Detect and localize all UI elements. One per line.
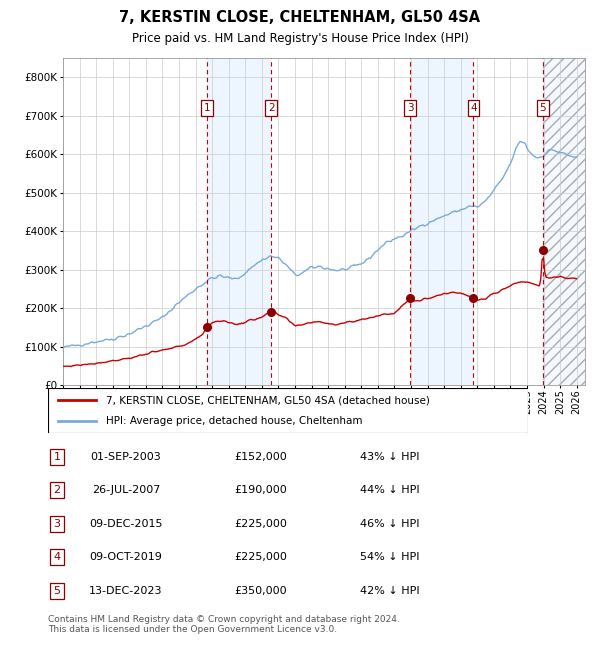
Text: 4: 4 (470, 103, 477, 113)
Text: 2: 2 (53, 486, 61, 495)
Text: £190,000: £190,000 (235, 486, 287, 495)
Text: 46% ↓ HPI: 46% ↓ HPI (360, 519, 419, 528)
Text: 7, KERSTIN CLOSE, CHELTENHAM, GL50 4SA (detached house): 7, KERSTIN CLOSE, CHELTENHAM, GL50 4SA (… (106, 395, 430, 405)
Text: 5: 5 (53, 586, 61, 596)
Text: 09-OCT-2019: 09-OCT-2019 (89, 552, 163, 562)
Text: 5: 5 (539, 103, 546, 113)
Text: 13-DEC-2023: 13-DEC-2023 (89, 586, 163, 596)
Text: 26-JUL-2007: 26-JUL-2007 (92, 486, 160, 495)
Bar (410, 58, 473, 385)
Text: Price paid vs. HM Land Registry's House Price Index (HPI): Price paid vs. HM Land Registry's House … (131, 32, 469, 45)
Text: 44% ↓ HPI: 44% ↓ HPI (360, 486, 419, 495)
Text: 43% ↓ HPI: 43% ↓ HPI (360, 452, 419, 461)
Text: Contains HM Land Registry data © Crown copyright and database right 2024.
This d: Contains HM Land Registry data © Crown c… (48, 615, 400, 634)
Text: HPI: Average price, detached house, Cheltenham: HPI: Average price, detached house, Chel… (106, 416, 362, 426)
Text: £225,000: £225,000 (235, 552, 287, 562)
Text: £225,000: £225,000 (235, 519, 287, 528)
Text: 01-SEP-2003: 01-SEP-2003 (91, 452, 161, 461)
Text: 3: 3 (53, 519, 61, 528)
Bar (543, 58, 585, 385)
Text: 4: 4 (53, 552, 61, 562)
Text: 42% ↓ HPI: 42% ↓ HPI (360, 586, 419, 596)
Text: 1: 1 (203, 103, 210, 113)
Bar (206, 58, 271, 385)
Text: 2: 2 (268, 103, 275, 113)
Text: 54% ↓ HPI: 54% ↓ HPI (360, 552, 419, 562)
Text: 3: 3 (407, 103, 413, 113)
Text: £350,000: £350,000 (235, 586, 287, 596)
Text: £152,000: £152,000 (235, 452, 287, 461)
Bar (543, 58, 585, 385)
Text: 1: 1 (53, 452, 61, 461)
Text: 09-DEC-2015: 09-DEC-2015 (89, 519, 163, 528)
Text: 7, KERSTIN CLOSE, CHELTENHAM, GL50 4SA: 7, KERSTIN CLOSE, CHELTENHAM, GL50 4SA (119, 10, 481, 25)
